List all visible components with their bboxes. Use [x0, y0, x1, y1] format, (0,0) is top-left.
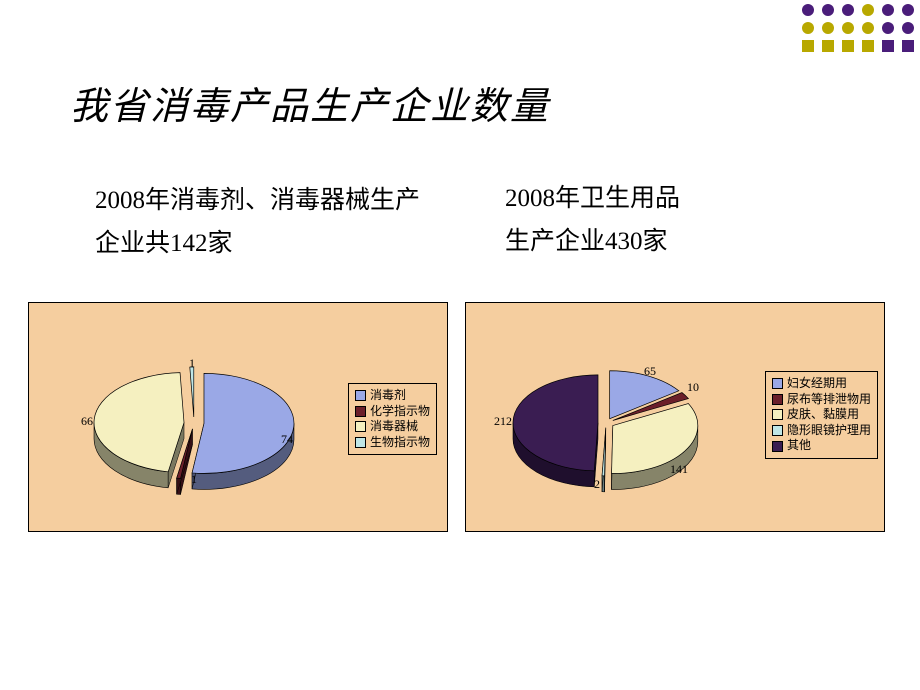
legend-label: 皮肤、黏膜用 — [787, 407, 859, 423]
svg-text:10: 10 — [687, 380, 699, 394]
legend-item: 消毒剂 — [355, 388, 430, 404]
legend-label: 妇女经期用 — [787, 376, 847, 392]
legend-left: 消毒剂化学指示物消毒器械生物指示物 — [348, 383, 437, 455]
legend-right: 妇女经期用尿布等排泄物用皮肤、黏膜用隐形眼镜护理用其他 — [765, 371, 878, 459]
legend-swatch — [772, 394, 783, 405]
legend-swatch — [355, 437, 366, 448]
chart-right: 65 10 141 2 212 妇女经期用尿布等排泄物用皮肤、黏膜用隐形眼镜护理用其他 — [465, 302, 885, 532]
svg-text:1: 1 — [191, 472, 197, 486]
legend-item: 隐形眼镜护理用 — [772, 423, 871, 439]
slide-title: 我省消毒产品生产企业数量 — [70, 75, 550, 130]
legend-swatch — [772, 441, 783, 452]
svg-text:74: 74 — [281, 432, 293, 446]
subtitle-right-line1: 2008年卫生用品 — [505, 178, 835, 221]
legend-swatch — [355, 390, 366, 401]
legend-item: 消毒器械 — [355, 419, 430, 435]
legend-label: 消毒剂 — [370, 388, 406, 404]
legend-label: 消毒器械 — [370, 419, 418, 435]
legend-label: 隐形眼镜护理用 — [787, 423, 871, 439]
svg-text:2: 2 — [594, 477, 600, 491]
legend-item: 化学指示物 — [355, 404, 430, 420]
legend-item: 皮肤、黏膜用 — [772, 407, 871, 423]
legend-item: 尿布等排泄物用 — [772, 392, 871, 408]
legend-swatch — [772, 409, 783, 420]
legend-label: 其他 — [787, 438, 811, 454]
legend-label: 化学指示物 — [370, 404, 430, 420]
subtitle-right: 2008年卫生用品 生产企业430家 — [505, 178, 835, 263]
legend-swatch — [772, 425, 783, 436]
legend-label: 生物指示物 — [370, 435, 430, 451]
svg-text:141: 141 — [670, 462, 688, 476]
legend-label: 尿布等排泄物用 — [787, 392, 871, 408]
subtitle-right-line2: 生产企业430家 — [505, 221, 835, 264]
corner-decor — [802, 4, 914, 58]
legend-swatch — [355, 421, 366, 432]
legend-item: 其他 — [772, 438, 871, 454]
legend-swatch — [355, 406, 366, 417]
chart-left: 74 1 66 1 消毒剂化学指示物消毒器械生物指示物 — [28, 302, 448, 532]
svg-text:1: 1 — [189, 356, 195, 370]
svg-text:65: 65 — [644, 364, 656, 378]
legend-item: 妇女经期用 — [772, 376, 871, 392]
svg-text:66: 66 — [81, 414, 93, 428]
subtitle-left: 2008年消毒剂、消毒器械生产企业共142家 — [95, 180, 425, 265]
legend-swatch — [772, 378, 783, 389]
legend-item: 生物指示物 — [355, 435, 430, 451]
svg-text:212: 212 — [494, 414, 512, 428]
